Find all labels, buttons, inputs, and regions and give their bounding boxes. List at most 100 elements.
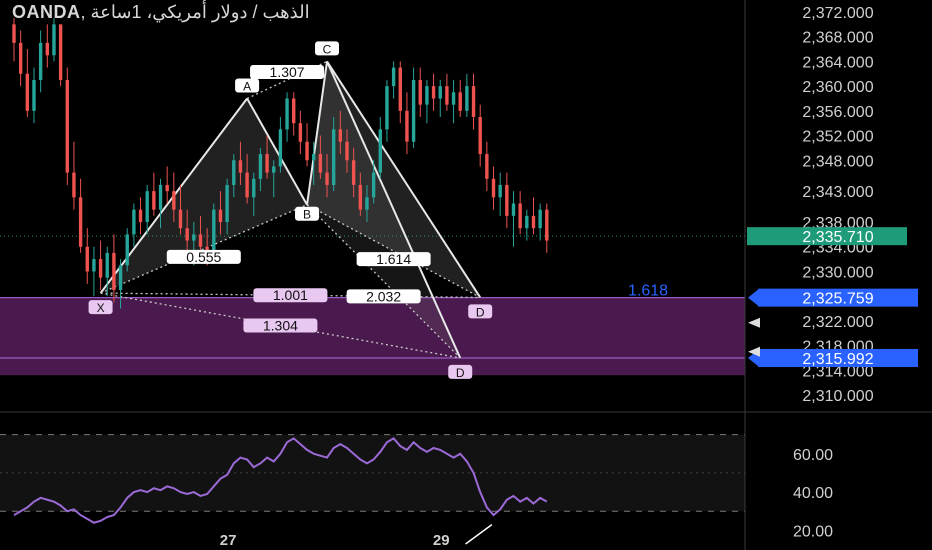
candle xyxy=(118,259,123,309)
price-zone xyxy=(0,297,745,376)
candle xyxy=(398,61,402,124)
price-tick-label: 2,368.000 xyxy=(802,30,873,47)
svg-text:1.304: 1.304 xyxy=(263,318,298,334)
candle xyxy=(378,117,382,179)
ratio-label: 1.001 xyxy=(253,287,328,303)
candle xyxy=(418,67,422,118)
candle xyxy=(105,246,109,297)
price-tick-label: 2,330.000 xyxy=(802,264,873,281)
rsi-tick-label: 60.00 xyxy=(793,447,833,464)
candle xyxy=(545,203,549,253)
pattern-point-c: C xyxy=(315,41,340,56)
svg-text:1.614: 1.614 xyxy=(376,251,411,267)
candle xyxy=(278,117,283,173)
candle xyxy=(138,197,143,235)
axis-marker-icon xyxy=(748,317,760,328)
candle xyxy=(218,191,223,235)
pattern-point-d: D xyxy=(448,364,473,380)
pattern-ratio-line xyxy=(306,204,461,359)
price-tick-label: 2,352.000 xyxy=(802,129,873,146)
candle xyxy=(298,110,303,155)
ratio-label: 1.307 xyxy=(250,64,325,80)
pattern-ratio-line xyxy=(100,292,461,359)
candle xyxy=(391,61,396,99)
svg-text:A: A xyxy=(243,79,251,93)
candle xyxy=(152,172,156,216)
candle xyxy=(145,184,149,235)
pattern-point-x: X xyxy=(88,300,113,315)
candle xyxy=(485,141,489,192)
rsi-tick-label: 20.00 xyxy=(793,523,833,540)
candle xyxy=(358,172,363,216)
pattern-point-a: A xyxy=(235,78,260,93)
candle xyxy=(285,92,289,142)
time-tick-label: 29 xyxy=(433,532,450,549)
svg-text:2,335.710: 2,335.710 xyxy=(802,229,873,246)
price-tick-label: 2,360.000 xyxy=(802,79,873,96)
svg-text:C: C xyxy=(323,42,332,56)
candle xyxy=(471,73,476,130)
ratio-label: 2.032 xyxy=(346,288,421,304)
chart-title: OANDA, الذهب / دولار أمريكي، 1ساعة xyxy=(12,2,310,22)
pattern-leg xyxy=(246,97,308,206)
price-tick-label: 2,364.000 xyxy=(802,54,873,71)
price-tick-label: 2,322.000 xyxy=(802,314,873,331)
candle xyxy=(518,191,522,235)
candle xyxy=(385,79,389,142)
candle xyxy=(451,79,456,124)
candle xyxy=(45,24,49,68)
svg-text:D: D xyxy=(456,366,465,380)
rsi-tick-label: 40.00 xyxy=(793,485,833,502)
candle xyxy=(165,166,169,204)
candle xyxy=(12,18,16,62)
svg-text:D: D xyxy=(476,305,485,319)
candle xyxy=(538,203,542,241)
svg-text:B: B xyxy=(303,208,311,222)
candle xyxy=(425,79,429,124)
pattern-point-d: D xyxy=(468,304,493,319)
candle xyxy=(212,203,216,260)
candle xyxy=(438,79,442,118)
pattern-bcd2-fill xyxy=(307,61,461,358)
candle xyxy=(511,191,516,247)
candle xyxy=(18,30,23,87)
candle xyxy=(371,160,376,204)
candle xyxy=(172,172,176,223)
ratio-label: 1.304 xyxy=(243,318,318,334)
candle xyxy=(331,117,336,192)
candle xyxy=(491,166,496,210)
candle xyxy=(185,209,189,253)
pattern-leg xyxy=(306,61,329,205)
pattern-leg xyxy=(326,60,482,298)
price-tick-label: 2,356.000 xyxy=(802,104,873,121)
candle xyxy=(292,92,296,136)
candle xyxy=(178,184,183,235)
candle xyxy=(405,92,409,155)
candle xyxy=(252,172,256,216)
candle xyxy=(65,67,69,185)
fib-level-text: 1.618 xyxy=(628,283,668,300)
svg-text:1.307: 1.307 xyxy=(270,64,305,80)
svg-text:2,315.992: 2,315.992 xyxy=(802,351,873,368)
candle xyxy=(465,73,469,118)
pattern-xab-fill xyxy=(100,98,308,294)
axis-marker-icon xyxy=(748,346,760,357)
rsi-line xyxy=(13,437,548,524)
price-tick-label: 2,372.000 xyxy=(802,5,873,22)
candle xyxy=(258,147,263,192)
candle xyxy=(112,234,116,303)
candle xyxy=(531,197,536,235)
ratio-label: 1.614 xyxy=(356,251,431,267)
pattern-bcd-fill xyxy=(307,61,481,298)
candle xyxy=(525,209,529,241)
instrument-title: الذهب / دولار أمريكي، 1ساعة xyxy=(90,2,310,22)
candle xyxy=(312,141,316,185)
svg-text:X: X xyxy=(97,301,105,315)
price-tick-label: 2,343.000 xyxy=(802,184,873,201)
price-tick-label: 2,348.000 xyxy=(802,153,873,170)
candle xyxy=(431,73,436,111)
candle xyxy=(98,240,103,290)
rsi-trendline xyxy=(465,524,493,545)
candle xyxy=(351,147,356,198)
